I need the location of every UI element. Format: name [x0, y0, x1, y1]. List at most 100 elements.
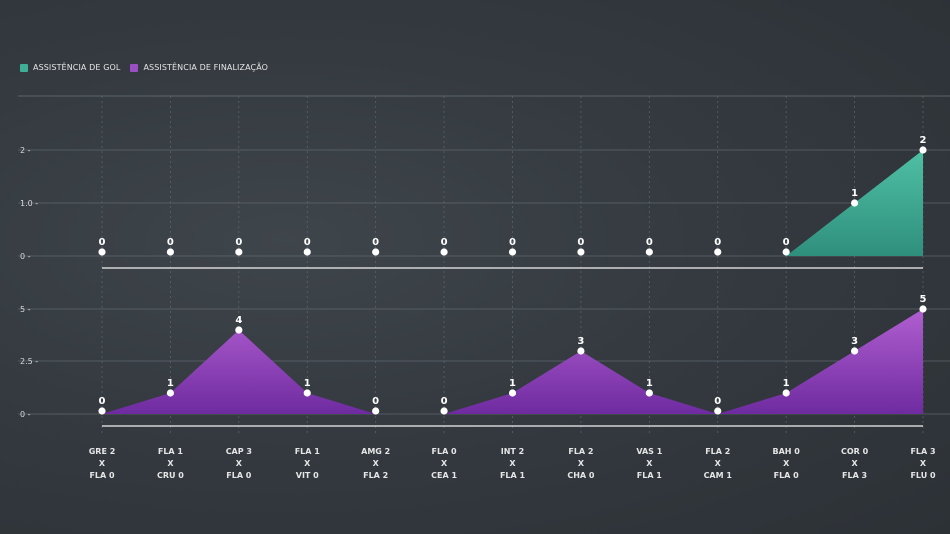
- data-label: 3: [577, 336, 584, 347]
- data-label: 1: [509, 378, 516, 389]
- x-tick-label: X: [715, 459, 722, 468]
- data-label: 0: [441, 396, 448, 407]
- legend-item-assist-shot[interactable]: ASSISTÊNCIA DE FINALIZAÇÃO: [130, 63, 268, 72]
- data-point: [440, 407, 448, 415]
- y-tick-label: 0 -: [20, 410, 31, 419]
- x-tick-label: FLU 0: [910, 471, 936, 480]
- x-tick-label: X: [304, 459, 311, 468]
- data-point: [235, 326, 243, 334]
- legend-swatch-goal: [20, 63, 28, 72]
- data-label: 0: [372, 396, 379, 407]
- x-tick-label: FLA 1: [500, 471, 526, 480]
- y-tick-label: 0 -: [20, 252, 31, 261]
- data-point: [577, 248, 585, 256]
- data-point: [98, 407, 106, 415]
- data-point: [919, 146, 927, 154]
- x-tick-label: FLA 2: [705, 447, 730, 456]
- data-point: [166, 389, 175, 397]
- data-label: 1: [304, 378, 311, 389]
- x-tick-label: FLA 1: [637, 471, 663, 480]
- x-tick-label: CRU 0: [157, 471, 184, 480]
- x-tick-label: X: [167, 459, 174, 468]
- legend-swatch-shot: [130, 63, 139, 72]
- x-tick-label: VAS 1: [636, 447, 662, 456]
- x-tick-label: BAH 0: [772, 447, 800, 456]
- data-point: [508, 389, 517, 397]
- x-tick-label: X: [646, 459, 653, 468]
- y-tick-label: 1.0 -: [20, 199, 38, 208]
- data-label: 0: [372, 237, 379, 248]
- data-label: 0: [783, 237, 790, 248]
- data-point: [645, 389, 653, 397]
- data-point: [919, 305, 927, 313]
- x-tick-label: FLA 1: [158, 447, 184, 456]
- x-tick-label: X: [373, 459, 380, 468]
- x-tick-label: X: [99, 459, 106, 468]
- data-point: [372, 407, 380, 415]
- legend-label-goal: ASSISTÊNCIA DE GOL: [33, 63, 121, 72]
- data-label: 0: [441, 237, 448, 248]
- data-label: 1: [783, 378, 790, 389]
- x-tick-label: X: [441, 459, 448, 468]
- x-tick-label: X: [851, 459, 858, 468]
- chart-legend: ASSISTÊNCIA DE GOL ASSISTÊNCIA DE FINALI…: [20, 63, 268, 72]
- data-label: 0: [235, 237, 242, 248]
- data-label: 0: [167, 237, 174, 248]
- data-point: [714, 248, 722, 256]
- x-tick-label: X: [578, 459, 585, 468]
- data-label: 5: [920, 294, 927, 305]
- x-tick-label: AMG 2: [361, 447, 390, 456]
- data-label: 0: [99, 237, 106, 248]
- x-tick-label: FLA 2: [363, 471, 388, 480]
- data-point: [303, 248, 311, 256]
- x-tick-label: CEA 1: [431, 471, 457, 480]
- x-tick-label: INT 2: [501, 447, 524, 456]
- data-point: [235, 248, 243, 256]
- data-label: 0: [646, 237, 653, 248]
- x-tick-label: VIT 0: [296, 471, 319, 480]
- data-label: 4: [235, 315, 242, 326]
- data-label: 0: [99, 396, 106, 407]
- data-label: 1: [167, 378, 174, 389]
- legend-label-shot: ASSISTÊNCIA DE FINALIZAÇÃO: [143, 63, 269, 72]
- data-point: [850, 199, 859, 207]
- legend-item-assist-goal[interactable]: ASSISTÊNCIA DE GOL: [20, 63, 120, 72]
- data-point: [303, 389, 311, 397]
- data-point: [166, 248, 175, 256]
- x-tick-label: FLA 3: [910, 447, 935, 456]
- y-tick-label: 2.5 -: [20, 357, 38, 366]
- x-tick-label: X: [236, 459, 243, 468]
- x-tick-label: CAP 3: [226, 447, 252, 456]
- data-point: [440, 248, 448, 256]
- data-label: 0: [304, 237, 311, 248]
- x-tick-label: CAM 1: [704, 471, 733, 480]
- x-tick-label: X: [783, 459, 790, 468]
- data-point: [98, 248, 106, 256]
- x-tick-label: FLA 0: [774, 471, 800, 480]
- data-point: [577, 347, 585, 355]
- x-tick-label: FLA 2: [568, 447, 593, 456]
- x-tick-label: FLA 0: [226, 471, 252, 480]
- data-point: [508, 248, 517, 256]
- x-tick-label: FLA 0: [432, 447, 458, 456]
- data-point: [782, 389, 790, 397]
- data-point: [782, 248, 790, 256]
- y-tick-label: 5 -: [20, 305, 31, 314]
- data-point: [714, 407, 722, 415]
- data-label: 2: [920, 135, 927, 146]
- x-tick-label: FLA 1: [295, 447, 321, 456]
- data-label: 0: [714, 237, 721, 248]
- data-point: [850, 347, 859, 355]
- x-tick-label: FLA 3: [842, 471, 867, 480]
- data-label: 1: [851, 188, 858, 199]
- data-label: 0: [577, 237, 584, 248]
- x-tick-label: GRE 2: [89, 447, 116, 456]
- x-tick-label: X: [920, 459, 927, 468]
- data-label: 0: [714, 396, 721, 407]
- x-tick-label: COR 0: [841, 447, 869, 456]
- data-point: [645, 248, 653, 256]
- data-label: 3: [851, 336, 858, 347]
- data-label: 1: [646, 378, 653, 389]
- x-tick-label: X: [509, 459, 516, 468]
